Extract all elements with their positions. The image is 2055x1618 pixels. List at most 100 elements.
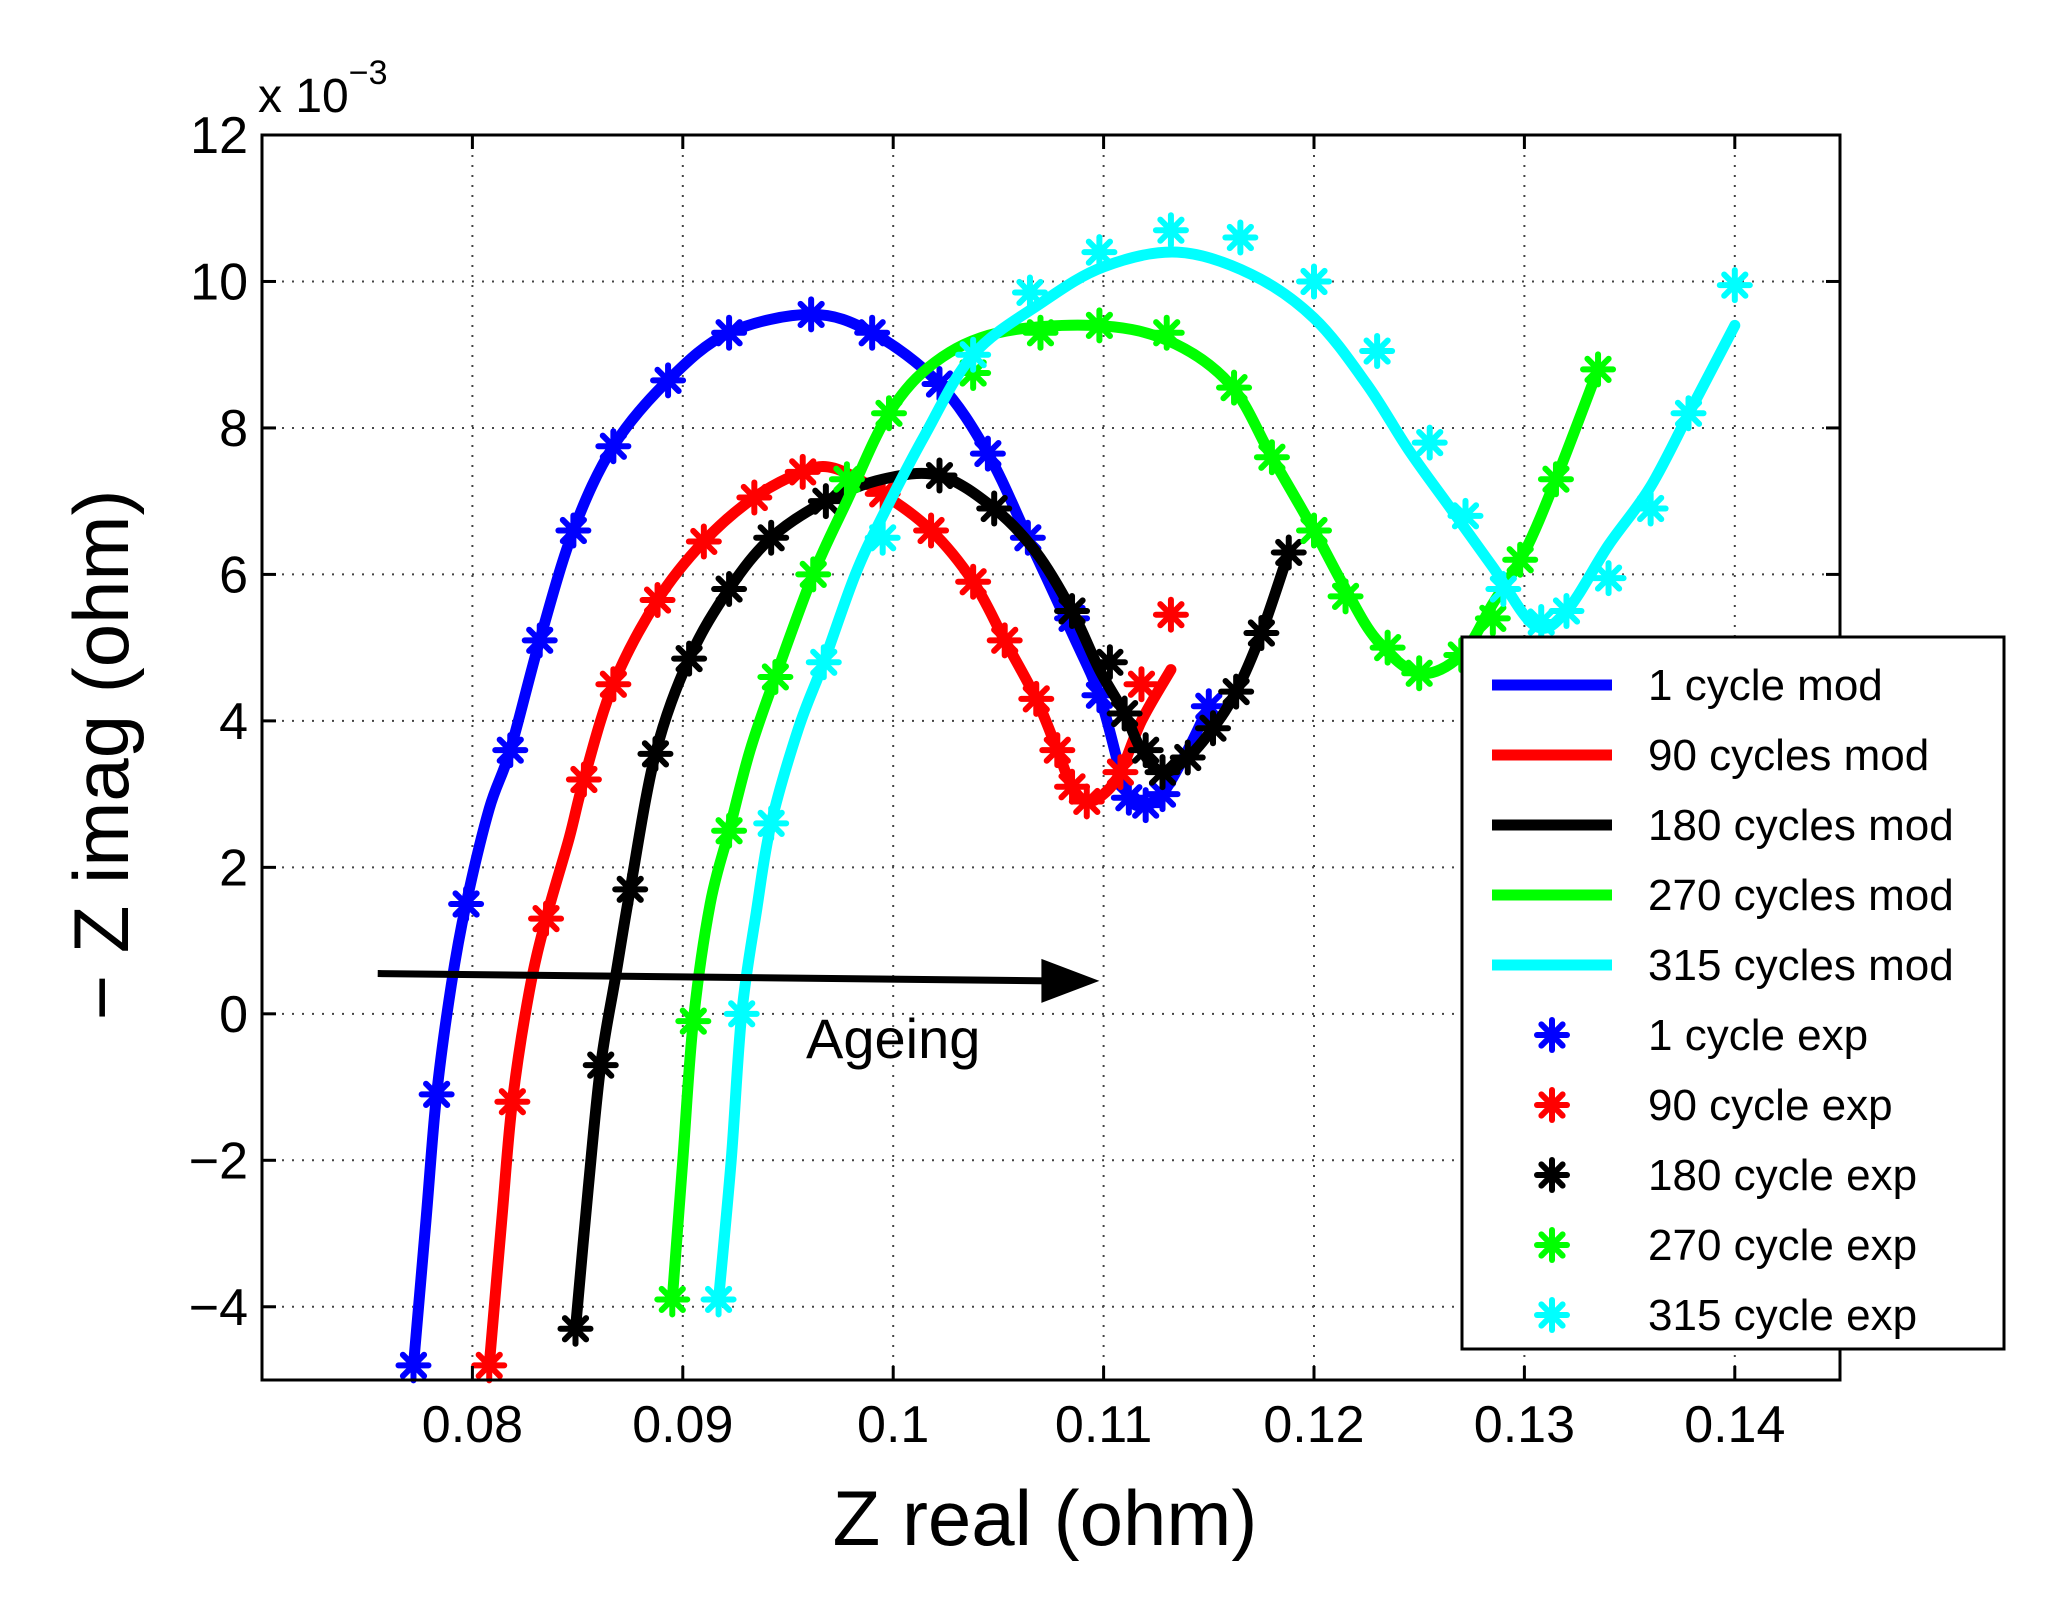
- y-tick-label: −2: [189, 1132, 248, 1190]
- experimental-point: [973, 439, 1003, 469]
- experimental-point: [674, 644, 704, 674]
- experimental-point: [1072, 786, 1102, 816]
- marker-core: [1119, 708, 1131, 720]
- marker-core: [1560, 605, 1572, 617]
- experimental-point: [653, 365, 683, 395]
- experimental-point: [558, 515, 588, 545]
- marker-core: [460, 898, 472, 910]
- marker-core: [1535, 616, 1547, 628]
- marker-core: [1382, 642, 1394, 654]
- experimental-point: [868, 523, 898, 553]
- experimental-point: [1015, 277, 1045, 307]
- marker-core: [1340, 590, 1352, 602]
- marker-core: [1514, 554, 1526, 566]
- marker-core: [1546, 1029, 1558, 1041]
- marker-core: [769, 671, 781, 683]
- marker-core: [1729, 279, 1741, 291]
- marker-core: [967, 576, 979, 588]
- marker-core: [883, 407, 895, 419]
- marker-core: [506, 1096, 518, 1108]
- x-tick-label: 0.11: [1055, 1396, 1152, 1454]
- y-tick-label: −4: [189, 1279, 248, 1337]
- experimental-point: [1505, 545, 1535, 575]
- marker-core: [607, 678, 619, 690]
- y-tick-label: 10: [190, 253, 248, 311]
- experimental-point: [598, 431, 628, 461]
- legend-label: 270 cycle exp: [1648, 1221, 1917, 1270]
- experimental-point: [990, 625, 1020, 655]
- experimental-point: [1274, 537, 1304, 567]
- experimental-point: [422, 1079, 452, 1109]
- marker-core: [649, 748, 661, 760]
- marker-core: [933, 470, 945, 482]
- experimental-point: [1551, 596, 1581, 626]
- marker-core: [1114, 766, 1126, 778]
- experimental-point: [739, 483, 769, 513]
- marker-core: [407, 1359, 419, 1371]
- chart: 0.08 0.09 0.1 0.11 0.12 0.13 0.14−4−2024681012…: [0, 0, 2055, 1618]
- marker-core: [1546, 1099, 1558, 1111]
- marker-core: [540, 913, 552, 925]
- legend-swatch-marker: [1537, 1090, 1567, 1120]
- experimental-point: [1021, 684, 1051, 714]
- x-axis-label: Z real (ohm): [833, 1474, 1258, 1562]
- experimental-point: [1095, 647, 1125, 677]
- marker-core: [1081, 795, 1093, 807]
- marker-core: [866, 327, 878, 339]
- experimental-point: [1720, 270, 1750, 300]
- experimental-point: [1373, 633, 1403, 663]
- experimental-point: [1674, 398, 1704, 428]
- legend-swatch-marker: [1537, 1300, 1567, 1330]
- marker-core: [1413, 667, 1425, 679]
- experimental-point: [1221, 677, 1251, 707]
- marker-core: [1093, 246, 1105, 258]
- y-tick-label: 4: [219, 693, 248, 751]
- marker-core: [713, 1293, 725, 1305]
- marker-core: [982, 448, 994, 460]
- marker-core: [1308, 275, 1320, 287]
- experimental-point: [657, 1284, 687, 1314]
- experimental-point: [1025, 318, 1055, 348]
- experimental-point: [1594, 563, 1624, 593]
- experimental-point: [788, 457, 818, 487]
- experimental-point: [643, 585, 673, 615]
- marker-core: [1266, 451, 1278, 463]
- marker-core: [683, 653, 695, 665]
- experimental-point: [497, 1087, 527, 1117]
- experimental-point: [1583, 354, 1613, 384]
- marker-core: [1546, 1169, 1558, 1181]
- legend-swatch-marker: [1537, 1160, 1567, 1190]
- x-tick-label: 0.14: [1684, 1396, 1785, 1454]
- experimental-point: [1110, 699, 1140, 729]
- experimental-point: [560, 1314, 590, 1344]
- legend-label: 270 cycles mod: [1648, 871, 1954, 920]
- legend-swatch-marker: [1537, 1230, 1567, 1260]
- experimental-point: [1084, 237, 1114, 267]
- marker-core: [736, 1008, 748, 1020]
- marker-core: [877, 532, 889, 544]
- experimental-point: [451, 889, 481, 919]
- experimental-point: [958, 340, 988, 370]
- marker-core: [999, 634, 1011, 646]
- experimental-point: [569, 764, 599, 794]
- experimental-point: [796, 299, 826, 329]
- experimental-point: [916, 515, 946, 545]
- marker-core: [1424, 437, 1436, 449]
- experimental-point: [714, 318, 744, 348]
- experimental-point: [1362, 336, 1392, 366]
- marker-core: [925, 524, 937, 536]
- marker-core: [1603, 572, 1615, 584]
- y-tick-label: 6: [219, 546, 248, 604]
- marker-core: [1546, 1239, 1558, 1251]
- experimental-point: [1488, 574, 1518, 604]
- marker-core: [723, 327, 735, 339]
- experimental-point: [1126, 669, 1156, 699]
- marker-core: [698, 535, 710, 547]
- y-multiplier-base: x 10: [258, 70, 349, 123]
- experimental-point: [398, 1350, 428, 1380]
- marker-core: [1093, 319, 1105, 331]
- marker-core: [1546, 1309, 1558, 1321]
- experimental-point: [1478, 603, 1508, 633]
- experimental-point: [857, 318, 887, 348]
- experimental-point: [979, 494, 1009, 524]
